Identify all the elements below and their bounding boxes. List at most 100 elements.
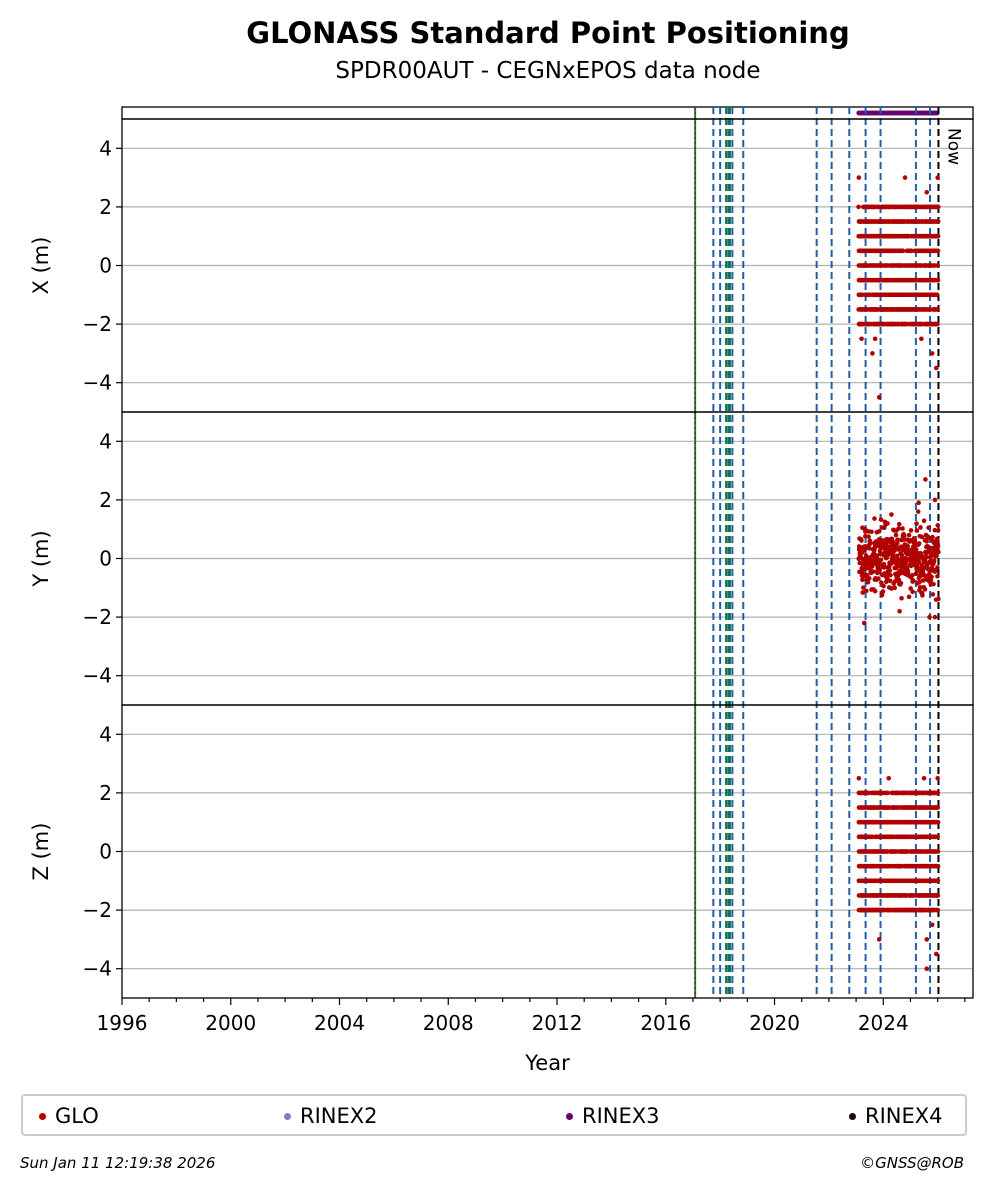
x-tick-label: 2000	[205, 1011, 256, 1035]
y-tick-label: 2	[99, 195, 112, 219]
glo-point	[878, 517, 884, 522]
glo-point	[905, 570, 911, 575]
glo-point	[896, 526, 901, 531]
glo-point	[892, 585, 897, 591]
footer-timestamp: Sun Jan 11 12:19:38 2026	[20, 1154, 216, 1172]
glo-outlier-point	[872, 336, 878, 342]
glo-point	[934, 536, 940, 542]
glo-outlier-point	[921, 775, 927, 781]
x-tick-label: 2004	[314, 1011, 365, 1035]
glo-point	[924, 554, 930, 560]
legend-item-rinex2: RINEX2	[284, 1104, 378, 1128]
glo-outlier-point	[897, 608, 902, 614]
glo-outlier-point	[924, 966, 930, 971]
glo-point	[866, 546, 872, 551]
legend-item-glo: GLO	[39, 1104, 99, 1128]
glo-point	[935, 790, 941, 796]
y-tick-label: 0	[99, 547, 112, 571]
glo-point	[876, 529, 882, 534]
glo-point	[881, 565, 887, 570]
glo-point	[899, 552, 905, 558]
glo-point	[869, 529, 874, 535]
glo-point	[866, 534, 871, 539]
glo-point	[887, 568, 893, 573]
glo-point	[935, 565, 940, 570]
y-tick-label: 0	[99, 254, 112, 278]
glo-point	[886, 564, 892, 570]
glo-outlier-point	[933, 365, 939, 371]
y-axis-label: X (m)	[29, 237, 53, 295]
glo-point	[914, 521, 919, 526]
glo-point	[935, 849, 941, 854]
glo-point	[914, 528, 920, 533]
x-tick-label: 2012	[532, 1011, 583, 1035]
glo-point	[910, 589, 915, 595]
glo-outlier-point	[859, 336, 864, 342]
glo-point	[878, 557, 884, 563]
glo-point	[896, 521, 902, 527]
y-tick-label: 4	[99, 136, 112, 160]
panel-frame	[121, 704, 974, 999]
glo-point	[930, 534, 935, 540]
x-tick-label: 1996	[97, 1011, 148, 1035]
glo-point	[931, 581, 936, 587]
glo-point	[859, 538, 864, 543]
legend-label-rinex2: RINEX2	[300, 1104, 378, 1128]
glo-outlier-point	[916, 500, 921, 506]
glo-point	[879, 580, 884, 586]
glo-outlier-point	[870, 351, 875, 356]
glo-point	[921, 518, 927, 524]
glo-point	[909, 248, 914, 254]
glo-point	[935, 834, 941, 840]
glo-point	[924, 538, 929, 544]
glo-point	[915, 509, 921, 514]
glo-outlier-point	[876, 937, 882, 942]
legend-label-rinex4: RINEX4	[865, 1104, 943, 1128]
glo-point	[935, 819, 941, 825]
legend-marker-rinex3-icon	[566, 1112, 573, 1120]
glo-point	[931, 558, 937, 563]
y-tick-label: −2	[83, 605, 112, 629]
glo-point	[910, 573, 915, 578]
glo-outlier-point	[876, 395, 882, 400]
glo-point	[901, 533, 907, 539]
glo-point	[860, 577, 865, 582]
y-tick-label: 4	[99, 722, 112, 746]
glo-point	[894, 553, 900, 559]
glo-point	[866, 576, 872, 581]
legend-label-rinex3: RINEX3	[582, 1104, 660, 1128]
glo-point	[905, 543, 911, 549]
glo-point	[906, 594, 912, 600]
series-glo-panel-2	[121, 411, 974, 706]
glo-point	[917, 585, 923, 590]
rinex-strip-frame	[121, 106, 974, 120]
glo-point	[935, 893, 941, 898]
glo-point	[865, 579, 871, 585]
chart-subtitle: SPDR00AUT - CEGNxEPOS data node	[335, 58, 761, 84]
glo-outlier-point	[929, 351, 935, 356]
glo-outlier-point	[856, 775, 862, 781]
glo-point	[934, 292, 940, 298]
glo-point	[876, 576, 881, 581]
y-axis-label: Y (m)	[29, 530, 53, 587]
glo-point	[919, 534, 925, 540]
glo-point	[887, 578, 893, 584]
glo-point	[935, 277, 941, 283]
glo-outlier-point	[929, 922, 935, 928]
glo-point	[877, 567, 882, 572]
y-tick-label: −2	[83, 898, 112, 922]
glo-point	[930, 592, 936, 597]
glo-point	[885, 521, 890, 526]
positioning-chart: −4 −2 0 2 4 X (m) −4 −2 0 2 4 Y (m) −4 −2 0 2 4 Z (m) Now 1…	[29, 106, 974, 1075]
glo-point	[903, 560, 909, 566]
series-glo-panel-3	[121, 704, 974, 999]
glo-point	[908, 528, 914, 533]
glo-point	[872, 516, 877, 521]
glo-point	[917, 579, 922, 585]
glo-point	[872, 588, 878, 594]
glo-point	[935, 233, 941, 239]
y-tick-label: −4	[83, 664, 112, 688]
glo-point	[935, 805, 941, 810]
glo-point	[935, 573, 940, 579]
glo-point	[913, 547, 919, 552]
